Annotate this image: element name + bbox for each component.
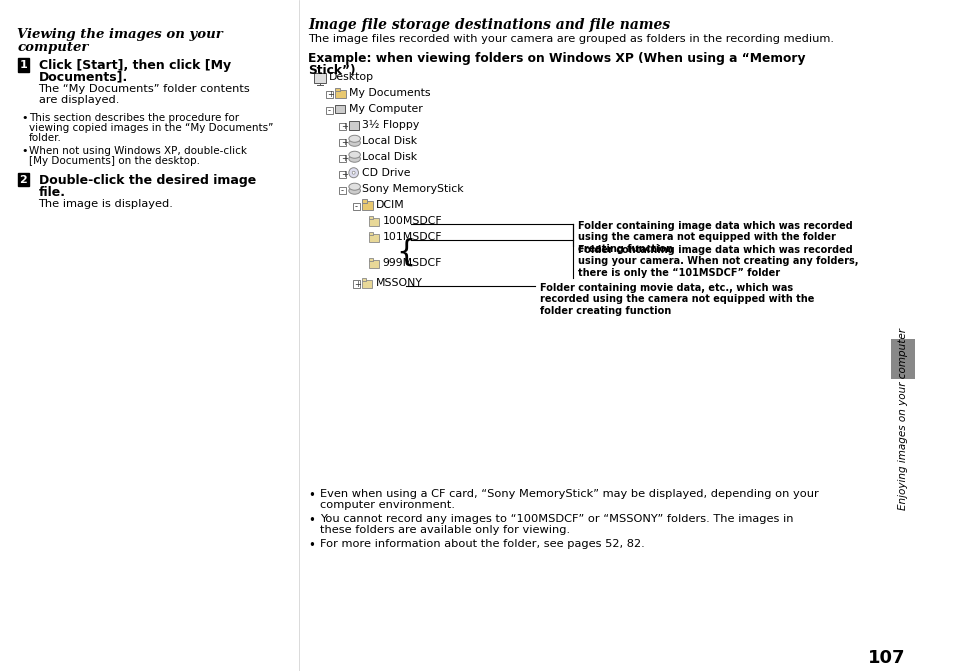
Text: •: • [308,514,314,528]
Text: CD Drive: CD Drive [362,168,411,177]
FancyBboxPatch shape [338,171,346,178]
FancyBboxPatch shape [369,235,378,242]
Text: Double-click the desired image: Double-click the desired image [38,174,255,187]
Text: computer: computer [17,41,89,54]
Text: When not using Windows XP, double-click: When not using Windows XP, double-click [29,146,247,156]
FancyBboxPatch shape [335,105,345,113]
FancyBboxPatch shape [362,202,373,210]
Text: folder.: folder. [29,133,62,142]
FancyBboxPatch shape [338,123,346,130]
Text: •: • [308,489,314,502]
Text: Documents].: Documents]. [38,71,128,84]
Ellipse shape [349,183,360,190]
Text: The “My Documents” folder contents: The “My Documents” folder contents [38,84,250,94]
Text: The image is displayed.: The image is displayed. [38,199,173,209]
Text: You cannot record any images to “100MSDCF” or “MSSONY” folders. The images in: You cannot record any images to “100MSDC… [319,514,793,524]
Text: 999MSDCF: 999MSDCF [382,257,441,267]
FancyBboxPatch shape [369,233,373,235]
Text: computer environment.: computer environment. [319,500,455,510]
Ellipse shape [349,135,360,142]
FancyBboxPatch shape [353,202,359,210]
FancyBboxPatch shape [325,91,333,98]
Text: Local Disk: Local Disk [362,136,417,146]
Ellipse shape [349,155,360,162]
FancyBboxPatch shape [338,138,346,146]
FancyBboxPatch shape [338,155,346,162]
Text: Click [Start], then click [My: Click [Start], then click [My [38,59,231,72]
Text: Sony MemoryStick: Sony MemoryStick [362,183,463,194]
Text: Folder containing image data which was recorded
using the camera not equipped wi: Folder containing image data which was r… [578,220,852,254]
FancyBboxPatch shape [362,280,372,288]
FancyBboxPatch shape [338,187,346,194]
Text: Folder containing movie data, etc., which was
recorded using the camera not equi: Folder containing movie data, etc., whic… [539,282,813,316]
Text: 107: 107 [867,649,904,667]
FancyBboxPatch shape [369,218,378,226]
Text: Viewing the images on your: Viewing the images on your [17,28,223,41]
Text: •: • [308,539,314,552]
Text: {: { [395,238,415,267]
Text: This section describes the procedure for: This section describes the procedure for [29,113,239,123]
FancyBboxPatch shape [362,278,366,282]
Text: MSSONY: MSSONY [375,278,422,288]
Ellipse shape [349,139,360,146]
Text: +: + [340,138,347,147]
Text: +: + [354,280,360,289]
Text: Even when using a CF card, “Sony MemoryStick” may be displayed, depending on you: Even when using a CF card, “Sony MemoryS… [319,489,818,499]
Text: Folder containing image data which was recorded
using your camera. When not crea: Folder containing image data which was r… [578,245,858,278]
Text: -: - [327,106,330,116]
Text: •: • [21,146,28,156]
FancyBboxPatch shape [348,120,358,130]
Text: Image file storage destinations and file names: Image file storage destinations and file… [308,18,670,32]
Text: 3½ Floppy: 3½ Floppy [362,120,419,130]
FancyBboxPatch shape [314,73,326,83]
Text: Example: when viewing folders on Windows XP (When using a “Memory: Example: when viewing folders on Windows… [308,52,805,65]
Text: +: + [340,155,347,163]
Text: +: + [340,122,347,131]
Text: +: + [340,170,347,179]
FancyBboxPatch shape [325,107,333,114]
Text: -: - [354,202,356,211]
Ellipse shape [349,151,360,158]
Text: file.: file. [38,185,66,199]
Circle shape [349,168,358,177]
FancyBboxPatch shape [335,87,340,91]
Text: 1: 1 [19,60,27,70]
FancyBboxPatch shape [369,259,373,261]
Text: Desktop: Desktop [328,72,374,82]
Text: My Computer: My Computer [349,104,422,114]
FancyBboxPatch shape [362,200,367,203]
Ellipse shape [349,187,360,194]
Text: 2: 2 [19,175,27,185]
Text: The image files recorded with your camera are grouped as folders in the recordin: The image files recorded with your camer… [308,34,834,44]
Text: Enjoying images on your computer: Enjoying images on your computer [897,329,907,510]
Text: Stick”): Stick”) [308,64,355,77]
Text: +: + [327,90,334,99]
Text: are displayed.: are displayed. [38,95,119,105]
FancyBboxPatch shape [353,280,359,288]
Text: these folders are available only for viewing.: these folders are available only for vie… [319,526,570,535]
Text: viewing copied images in the “My Documents”: viewing copied images in the “My Documen… [29,123,273,133]
FancyBboxPatch shape [369,216,373,219]
Text: For more information about the folder, see pages 52, 82.: For more information about the folder, s… [319,539,644,549]
Text: 100MSDCF: 100MSDCF [382,216,442,226]
FancyBboxPatch shape [369,260,378,268]
Text: [My Documents] on the desktop.: [My Documents] on the desktop. [29,156,200,166]
Text: 101MSDCF: 101MSDCF [382,232,441,242]
FancyBboxPatch shape [335,89,346,98]
Text: My Documents: My Documents [349,88,430,98]
Text: •: • [21,113,28,123]
Circle shape [352,171,355,174]
Text: DCIM: DCIM [375,200,404,210]
Bar [890,339,914,380]
Text: -: - [340,186,343,195]
Text: Local Disk: Local Disk [362,152,417,162]
